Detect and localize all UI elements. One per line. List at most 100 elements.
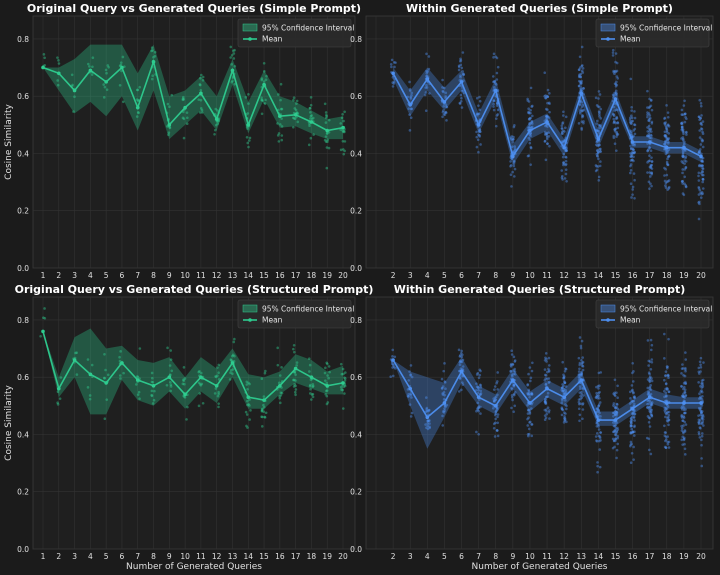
scatter-point: [511, 138, 515, 141]
scatter-point: [577, 373, 581, 377]
scatter-point: [495, 78, 499, 81]
scatter-point: [649, 383, 653, 387]
scatter-point: [646, 89, 649, 93]
scatter-point: [664, 181, 668, 185]
scatter-point: [135, 115, 139, 118]
scatter-point: [629, 421, 633, 425]
scatter-point: [426, 419, 429, 423]
scatter-point: [702, 361, 705, 364]
scatter-point: [697, 193, 701, 196]
mean-point: [41, 65, 45, 70]
scatter-point: [699, 410, 703, 413]
scatter-point: [406, 394, 410, 398]
scatter-point: [665, 130, 669, 134]
y-tick-label: 0.2: [350, 488, 362, 497]
mean-point: [56, 386, 61, 391]
scatter-point: [343, 392, 346, 395]
scatter-point: [580, 109, 584, 113]
scatter-point: [512, 383, 516, 387]
scatter-point: [260, 77, 264, 80]
scatter-point: [546, 406, 550, 410]
scatter-point: [681, 405, 684, 408]
scatter-point: [612, 94, 616, 97]
scatter-point: [614, 108, 618, 111]
scatter-point: [527, 110, 530, 114]
scatter-point: [665, 388, 669, 391]
mean-point: [391, 358, 395, 362]
scatter-point: [564, 367, 567, 370]
scatter-point: [496, 388, 499, 391]
scatter-point: [680, 122, 684, 126]
scatter-point: [460, 66, 464, 70]
scatter-point: [680, 179, 684, 183]
scatter-point: [546, 114, 549, 118]
scatter-point: [663, 179, 667, 183]
scatter-point: [277, 381, 281, 385]
scatter-point: [495, 409, 498, 413]
scatter-point: [649, 338, 653, 342]
scatter-point: [564, 385, 568, 388]
scatter-point: [325, 394, 329, 398]
scatter-point: [248, 418, 251, 421]
scatter-point: [612, 402, 616, 405]
scatter-point: [391, 355, 394, 358]
scatter-point: [72, 110, 75, 113]
scatter-point: [580, 392, 584, 396]
scatter-point: [701, 130, 704, 134]
scatter-point: [563, 369, 567, 373]
scatter-point: [153, 54, 157, 58]
scatter-point: [664, 186, 668, 189]
scatter-point: [543, 133, 547, 136]
scatter-point: [216, 109, 219, 112]
scatter-point: [612, 439, 616, 443]
scatter-point: [562, 393, 566, 396]
scatter-point: [647, 402, 650, 406]
scatter-point: [527, 409, 530, 412]
scatter-point: [563, 411, 566, 414]
scatter-point: [701, 432, 704, 435]
scatter-point: [616, 435, 620, 438]
scatter-point: [233, 48, 236, 52]
scatter-point: [684, 160, 688, 163]
scatter-point: [683, 391, 687, 395]
scatter-point: [309, 103, 313, 107]
mean-point: [408, 102, 413, 107]
scatter-point: [86, 358, 90, 361]
scatter-point: [547, 135, 551, 138]
scatter-point: [198, 83, 202, 87]
scatter-point: [616, 426, 619, 430]
scatter-point: [599, 439, 602, 442]
scatter-point: [596, 396, 600, 400]
scatter-point: [392, 364, 395, 367]
scatter-point: [632, 370, 635, 373]
scatter-point: [560, 408, 564, 411]
scatter-point: [563, 381, 567, 385]
scatter-point: [633, 123, 637, 127]
scatter-point: [698, 98, 702, 102]
scatter-point: [526, 383, 529, 387]
scatter-point: [582, 120, 585, 123]
scatter-point: [663, 406, 667, 410]
scatter-point: [667, 418, 671, 422]
scatter-point: [560, 127, 564, 130]
scatter-point: [683, 374, 687, 378]
scatter-point: [229, 56, 232, 59]
scatter-point: [700, 386, 704, 389]
scatter-point: [543, 400, 547, 403]
x-tick-label: 2: [56, 552, 61, 561]
scatter-point: [428, 426, 431, 430]
scatter-point: [665, 138, 669, 141]
x-tick-label: 18: [662, 552, 672, 561]
scatter-point: [461, 381, 464, 384]
x-tick-label: 3: [408, 552, 413, 561]
scatter-point: [475, 430, 478, 434]
scatter-point: [494, 398, 497, 401]
scatter-point: [199, 76, 202, 80]
scatter-point: [327, 365, 331, 368]
scatter-point: [529, 146, 533, 150]
scatter-point: [699, 116, 702, 120]
plot-area: [32, 296, 356, 550]
scatter-point: [700, 127, 703, 130]
scatter-point: [683, 168, 687, 171]
scatter-point: [457, 64, 461, 68]
